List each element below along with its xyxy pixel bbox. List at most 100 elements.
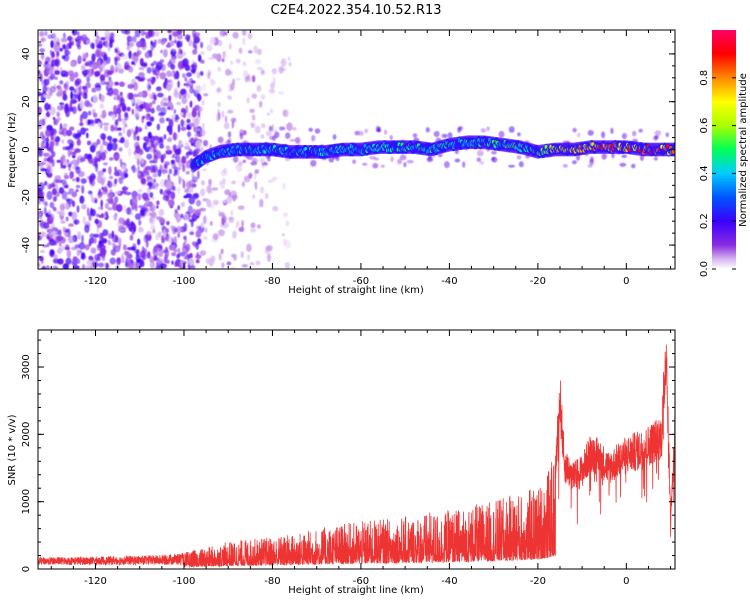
heatmap-cell — [86, 76, 91, 83]
heatmap-cell — [163, 229, 166, 238]
heatmap-cell — [140, 157, 145, 164]
heatmap-cell — [64, 50, 71, 56]
heatmap-cell — [81, 111, 88, 120]
heatmap-cell — [184, 188, 189, 193]
heatmap-cell — [109, 257, 116, 265]
heatmap-cell — [133, 52, 137, 57]
heatmap-cell — [179, 213, 184, 219]
heatmap-cell — [177, 232, 181, 238]
heatmap-cell — [46, 110, 50, 117]
heatmap-cell — [43, 222, 50, 229]
heatmap-cell — [50, 213, 55, 222]
heatmap-cell — [166, 145, 171, 152]
heatmap-cell — [217, 109, 221, 114]
heatmap-cell — [67, 163, 72, 168]
heatmap-cell — [242, 70, 249, 78]
heatmap-cell — [183, 235, 187, 240]
heatmap-cell — [94, 118, 98, 124]
heatmap-cell — [159, 138, 163, 143]
heatmap-cell — [131, 61, 135, 65]
heatmap-cell — [232, 31, 239, 39]
heatmap-cell — [53, 207, 57, 212]
heatmap-cell — [112, 88, 119, 96]
heatmap-cell — [197, 110, 201, 118]
heatmap-cell — [197, 106, 203, 112]
heatmap-cell — [63, 32, 66, 38]
heatmap-cell — [165, 180, 172, 190]
heatmap-cell — [111, 230, 115, 239]
heatmap-cell — [61, 155, 66, 165]
heatmap-cell — [232, 155, 239, 163]
heatmap-cell — [242, 61, 247, 67]
heatmap-cell — [50, 40, 54, 49]
heatmap-cell — [74, 80, 80, 87]
heatmap-cell — [235, 221, 239, 229]
heatmap-cell — [85, 82, 92, 89]
heatmap-cell — [244, 76, 249, 83]
heatmap-cell — [146, 153, 153, 160]
heatmap-cell — [196, 71, 201, 79]
heatmap-cell — [64, 174, 70, 180]
heatmap-cell — [116, 257, 121, 265]
heatmap-cell — [54, 175, 62, 181]
heatmap-cell — [153, 94, 157, 101]
heatmap-cell — [240, 251, 244, 259]
heatmap-cell — [238, 47, 243, 54]
heatmap-cell — [480, 128, 487, 133]
heatmap-cell — [132, 93, 140, 98]
heatmap-cell — [93, 237, 97, 244]
heatmap-cell — [160, 263, 167, 269]
heatmap-cell — [292, 127, 297, 131]
heatmap-cell — [82, 92, 87, 99]
heatmap-cell — [181, 155, 187, 164]
heatmap-cell — [61, 127, 68, 137]
heatmap-cell — [123, 244, 127, 251]
heatmap-cell — [238, 226, 245, 232]
heatmap-cell — [266, 245, 273, 252]
heatmap-cell — [84, 62, 90, 67]
heatmap-cell — [78, 91, 83, 96]
heatmap-cell — [107, 70, 114, 74]
heatmap-cell — [189, 87, 195, 94]
heatmap-cell — [278, 66, 284, 74]
heatmap-cell — [130, 211, 133, 216]
heatmap-cell — [185, 243, 191, 252]
heatmap-cell — [222, 50, 227, 59]
heatmap-cell — [457, 126, 462, 133]
colorbar-tick-label: 0.2 — [699, 213, 710, 229]
heatmap-cell — [269, 108, 274, 114]
heatmap-cell — [227, 131, 232, 138]
heatmap-cell — [179, 112, 184, 116]
heatmap-cell — [100, 206, 104, 210]
heatmap-cell — [72, 236, 76, 243]
colorbar-gradient — [712, 30, 736, 269]
heatmap-cell — [110, 124, 115, 132]
heatmap-cell — [476, 157, 482, 162]
heatmap-cell — [114, 191, 121, 195]
heatmap-cell — [224, 115, 228, 123]
heatmap-cell — [82, 85, 87, 90]
heatmap-cell — [250, 222, 256, 229]
heatmap-cell — [246, 254, 251, 261]
heatmap-cell — [49, 201, 55, 209]
heatmap-cell — [267, 253, 271, 262]
heatmap-cell — [66, 198, 74, 205]
heatmap-cell — [228, 216, 235, 223]
heatmap-cell — [65, 80, 70, 85]
heatmap-cell — [352, 159, 356, 164]
heatmap-cell — [107, 180, 113, 189]
heatmap-cell — [76, 31, 80, 37]
heatmap-cell — [144, 51, 151, 59]
heatmap-cell — [59, 80, 64, 85]
heatmap-cell — [354, 130, 361, 136]
heatmap-cell — [48, 226, 54, 230]
heatmap-cell — [67, 35, 73, 42]
heatmap-cell — [223, 31, 228, 36]
heatmap-cell — [79, 100, 85, 109]
heatmap-cell — [399, 154, 407, 161]
heatmap-cell — [96, 225, 100, 234]
heatmap-cell — [564, 141, 571, 146]
heatmap-cell — [83, 53, 88, 59]
heatmap-cell — [181, 96, 188, 105]
heatmap-cell — [42, 152, 50, 157]
